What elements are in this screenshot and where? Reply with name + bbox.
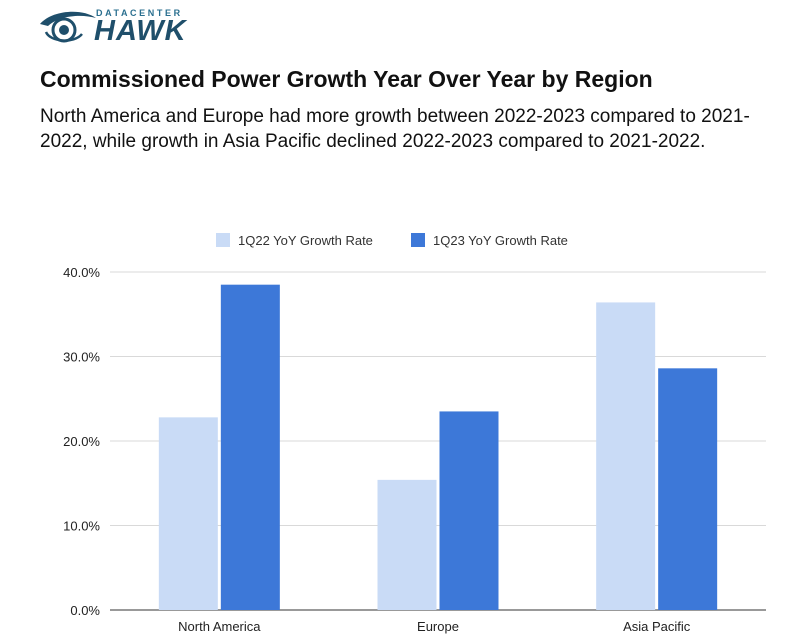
hawk-eye-icon [40,11,96,43]
bar [658,368,718,610]
y-tick-label: 40.0% [63,265,100,280]
legend-swatch [411,233,425,247]
x-tick-label: Europe [417,619,459,634]
legend-label: 1Q22 YoY Growth Rate [238,233,373,248]
y-tick-label: 20.0% [63,434,100,449]
y-tick-label: 10.0% [63,519,100,534]
bar [158,417,218,610]
bar [596,302,656,610]
y-tick-label: 0.0% [70,603,100,618]
brand-main-text: HAWK [94,15,187,47]
legend-swatch [216,233,230,247]
x-tick-label: North America [178,619,261,634]
brand-top-text: DATACENTER [96,8,183,18]
datacenter-hawk-logo: DATACENTER HAWK [38,6,208,46]
bar [377,479,437,610]
page-title: Commissioned Power Growth Year Over Year… [40,66,653,92]
bar [220,284,280,610]
legend-label: 1Q23 YoY Growth Rate [433,233,568,248]
bar [439,411,499,610]
page-subtitle: North America and Europe had more growth… [40,106,750,152]
y-tick-label: 30.0% [63,350,100,365]
x-tick-label: Asia Pacific [623,619,691,634]
